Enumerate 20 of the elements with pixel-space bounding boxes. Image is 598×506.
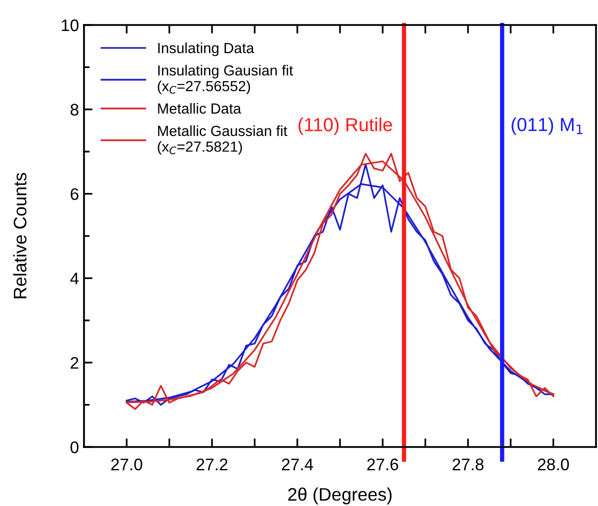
y-tick-label: 6	[70, 188, 78, 200]
x-tick-label: 27.0	[111, 458, 142, 470]
legend-label: Insulating Data	[158, 42, 254, 56]
legend-label: Insulating Gausian fit (x$_{C}$=27.56552)	[158, 64, 293, 94]
x-tick-label: 27.6	[367, 458, 398, 470]
x-tick-label: 27.4	[282, 458, 314, 470]
legend-label: Metallic Data	[158, 103, 242, 114]
y-tick-label: 4	[70, 272, 79, 284]
x-tick-label: 27.2	[196, 458, 228, 470]
y-tick-label: 8	[70, 104, 78, 116]
y-tick-label: 2	[70, 357, 78, 369]
ref-line-label: (011) M$_{1}$	[512, 117, 582, 135]
y-tick-label: 10	[62, 19, 78, 32]
legend-label: Metallic Gaussian fit (x$_{C}$=27.5821)	[158, 125, 288, 155]
x-tick-label: 27.8	[452, 458, 484, 470]
y-axis-title: Relative Counts	[13, 172, 26, 298]
x-axis-title: 2θ (Degrees)	[288, 488, 392, 504]
x-tick-label: 28.0	[538, 458, 569, 470]
ref-line-label: (110) Rutile	[298, 118, 392, 136]
y-tick-label: 0	[70, 441, 78, 454]
